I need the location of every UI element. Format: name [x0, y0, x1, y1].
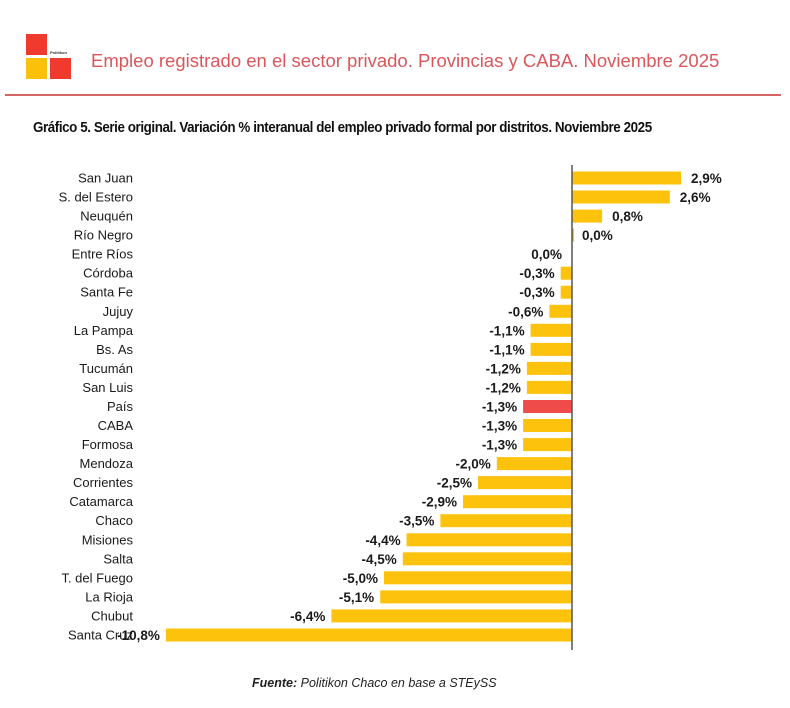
category-label-san-juan: San Juan: [78, 171, 133, 186]
value-label-san-luis: -1,2%: [486, 380, 521, 395]
source-text: Politikon Chaco en base a STEySS: [300, 676, 497, 690]
category-label-la-pampa: La Pampa: [74, 323, 134, 338]
value-label-formosa: -1,3%: [482, 438, 517, 453]
value-label-catamarca: -2,9%: [422, 495, 457, 510]
bar-rio-negro: [572, 228, 574, 242]
bar-chubut: [331, 609, 572, 623]
source-prefix: Fuente:: [252, 676, 298, 690]
category-label-misiones: Misiones: [82, 532, 134, 547]
value-label-cordoba: -0,3%: [519, 266, 554, 281]
bar-caba: [523, 419, 572, 432]
value-label-la-pampa: -1,1%: [489, 323, 524, 338]
logo-brand-text: Politikon: [50, 50, 67, 55]
bar-cordoba: [560, 266, 572, 280]
politikon-logo: Politikon: [26, 34, 74, 82]
category-label-pais: País: [107, 399, 134, 414]
category-label-chubut: Chubut: [91, 608, 133, 623]
logo-square-yellow: [26, 58, 47, 79]
value-label-la-rioja: -5,1%: [339, 590, 374, 605]
value-label-santa-fe: -0,3%: [519, 285, 554, 300]
bars-group: [165, 171, 681, 642]
bar-pais: [523, 400, 572, 413]
value-label-bs-as: -1,1%: [489, 342, 524, 357]
value-label-corrientes: -2,5%: [437, 476, 472, 491]
bar-chaco: [440, 514, 572, 528]
value-label-salta: -4,5%: [362, 552, 397, 567]
bar-bs-as: [530, 342, 572, 356]
category-label-san-luis: San Luis: [82, 380, 133, 395]
bar-formosa: [523, 438, 572, 452]
category-labels-group: San Juan S. del Estero Neuquén Río Negro Ent…: [59, 171, 134, 643]
value-label-san-juan: 2,9%: [691, 171, 722, 186]
category-label-neuquen: Neuquén: [80, 209, 133, 224]
value-label-pais: -1,3%: [482, 400, 517, 415]
value-label-rio-negro: 0,0%: [582, 228, 613, 243]
source-note: Fuente: Politikon Chaco en base a STEySS: [252, 676, 497, 690]
category-label-rio-negro: Río Negro: [74, 228, 133, 243]
bar-san-juan: [572, 171, 681, 185]
bar-san-luis: [526, 380, 572, 394]
value-label-chubut: -6,4%: [290, 609, 325, 624]
bar-salta: [402, 552, 572, 566]
category-label-jujuy: Jujuy: [103, 304, 134, 319]
value-label-santa-cruz: -10,8%: [117, 628, 160, 643]
header-divider: [5, 94, 781, 96]
category-label-tucuman: Tucumán: [79, 361, 133, 376]
bar-la-pampa: [530, 323, 572, 337]
bar-misiones: [406, 533, 572, 547]
value-label-mendoza: -2,0%: [456, 457, 491, 472]
value-label-entre-rios: 0,0%: [531, 247, 562, 262]
value-label-chaco: -3,5%: [399, 514, 434, 529]
category-label-cordoba: Córdoba: [83, 266, 134, 281]
bar-santa-fe: [560, 285, 572, 299]
category-label-catamarca: Catamarca: [69, 494, 133, 509]
category-label-santa-fe: Santa Fe: [80, 285, 133, 300]
category-label-corrientes: Corrientes: [73, 475, 133, 490]
category-label-formosa: Formosa: [82, 437, 134, 452]
bar-s-del-estero: [572, 190, 670, 204]
value-label-caba: -1,3%: [482, 419, 517, 434]
logo-square-red-bottom: [50, 58, 71, 79]
value-label-jujuy: -0,6%: [508, 304, 543, 319]
value-labels-group: 2,9% 2,6% 0,8% 0,0% 0,0% -0,3% -0,3% -0,6% -1,1%…: [117, 171, 722, 643]
value-label-misiones: -4,4%: [365, 533, 400, 548]
bar-santa-cruz: [165, 628, 572, 642]
bar-la-rioja: [380, 590, 572, 604]
value-label-t-del-fuego: -5,0%: [343, 571, 378, 586]
bar-catamarca: [463, 495, 572, 509]
bar-neuquen: [572, 209, 603, 223]
category-label-t-del-fuego: T. del Fuego: [61, 570, 133, 585]
logo-square-red-top: [26, 34, 47, 55]
bar-t-del-fuego: [384, 571, 572, 585]
bar-mendoza: [496, 457, 572, 471]
category-label-mendoza: Mendoza: [80, 456, 134, 471]
category-label-la-rioja: La Rioja: [85, 589, 133, 604]
category-label-s-del-estero: S. del Estero: [59, 190, 133, 205]
category-label-salta: Salta: [103, 551, 133, 566]
value-label-tucuman: -1,2%: [486, 361, 521, 376]
bar-corrientes: [478, 476, 572, 490]
category-label-entre-rios: Entre Ríos: [72, 247, 134, 262]
bar-tucuman: [526, 361, 572, 375]
chart-title: Gráfico 5. Serie original. Variación % i…: [33, 120, 652, 136]
value-label-s-del-estero: 2,6%: [680, 190, 711, 205]
category-label-caba: CABA: [98, 418, 134, 433]
category-label-bs-as: Bs. As: [96, 342, 133, 357]
header-title: Empleo registrado en el sector privado. …: [91, 50, 720, 71]
category-label-chaco: Chaco: [95, 513, 133, 528]
category-label-santa-cruz: Santa Cruz: [68, 628, 133, 643]
value-label-neuquen: 0,8%: [612, 209, 643, 224]
bar-jujuy: [549, 304, 572, 318]
